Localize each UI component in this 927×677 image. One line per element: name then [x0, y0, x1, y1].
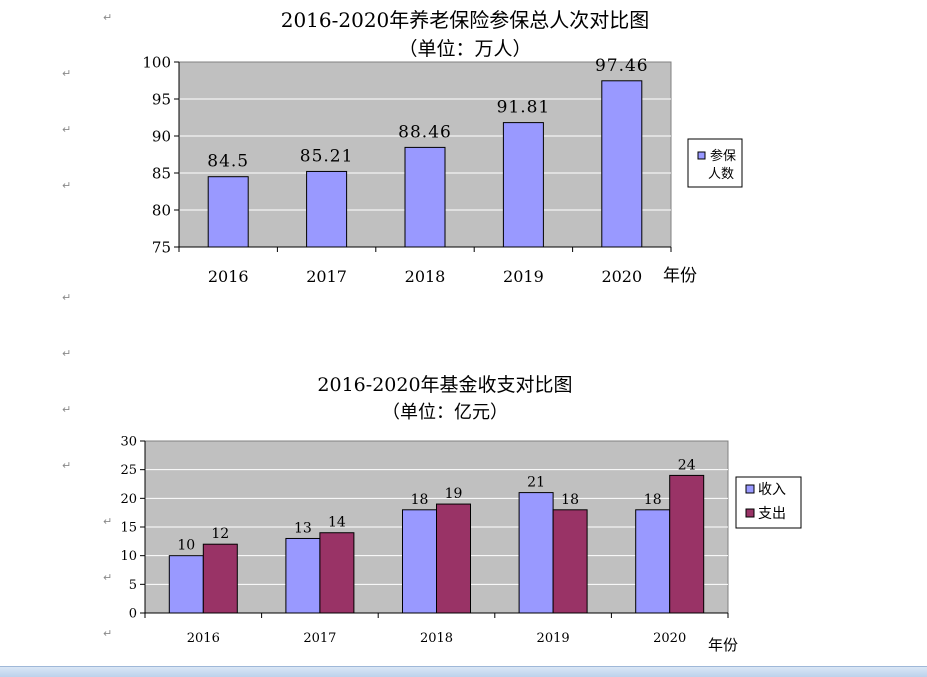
data-label: 18 — [644, 492, 662, 508]
bar-2019-0 — [518, 492, 554, 614]
bar-2020-0 — [601, 80, 643, 248]
bar-2016-0 — [207, 176, 249, 248]
data-label: 19 — [445, 486, 463, 502]
bar-2017-0 — [306, 170, 348, 248]
data-label: 18 — [411, 492, 429, 508]
data-label: 97.46 — [595, 56, 649, 76]
bar-2017-0 — [285, 537, 321, 614]
y-tick-label: 100 — [142, 53, 171, 71]
chart-subtitle: （单位：万人） — [398, 38, 532, 60]
data-label: 13 — [294, 520, 312, 536]
x-tick-label: 2019 — [503, 267, 544, 286]
paragraph-mark: ↵ — [62, 347, 72, 360]
x-axis-unit-label: 年份 — [663, 266, 697, 286]
legend-label: 人数 — [708, 167, 734, 182]
bar-2018-1 — [436, 503, 471, 614]
bar-2020-1 — [669, 474, 705, 614]
y-tick-label: 0 — [129, 607, 137, 622]
y-tick-label: 20 — [120, 492, 137, 507]
paragraph-mark: ↵ — [62, 123, 72, 136]
window-bottom-bar — [0, 666, 927, 677]
data-label: 21 — [527, 475, 545, 491]
bar-2018-0 — [402, 509, 437, 614]
data-label: 14 — [328, 515, 346, 531]
data-label: 24 — [678, 457, 696, 473]
y-tick-label: 10 — [120, 549, 137, 564]
x-tick-label: 2020 — [653, 631, 686, 646]
paragraph-mark: ↵ — [62, 291, 72, 304]
paragraph-mark: ↵ — [62, 67, 72, 80]
legend-swatch — [697, 151, 706, 160]
data-label: 85.21 — [300, 146, 354, 166]
data-label: 88.46 — [398, 122, 452, 142]
y-tick-label: 15 — [120, 521, 137, 536]
chart-title: 2016-2020年养老保险参保总人次对比图 — [280, 8, 650, 32]
legend-label: 参保 — [710, 148, 736, 164]
legend-label: 收入 — [758, 482, 786, 498]
x-tick-label: 2018 — [405, 267, 446, 286]
bar-2016-1 — [202, 543, 238, 614]
data-label: 18 — [561, 492, 579, 508]
chart-subtitle: （单位：亿元） — [382, 402, 508, 423]
bar-2020-0 — [635, 509, 671, 614]
x-tick-label: 2016 — [187, 631, 220, 646]
x-tick-label: 2018 — [420, 631, 453, 646]
data-label: 91.81 — [497, 98, 551, 118]
x-tick-label: 2016 — [208, 267, 249, 286]
data-label: 12 — [211, 526, 229, 542]
bar-2018-0 — [404, 146, 446, 248]
data-label: 84.5 — [207, 152, 249, 172]
y-tick-label: 95 — [152, 90, 171, 108]
legend-label: 支出 — [758, 506, 786, 522]
paragraph-mark: ↵ — [62, 403, 72, 416]
y-tick-label: 75 — [152, 238, 171, 256]
x-tick-label: 2019 — [537, 631, 570, 646]
paragraph-mark: ↵ — [103, 627, 113, 640]
bar-2019-1 — [552, 509, 588, 614]
y-tick-label: 90 — [152, 127, 171, 145]
paragraph-mark: ↵ — [62, 179, 72, 192]
paragraph-mark: ↵ — [103, 11, 113, 24]
bar-2016-0 — [168, 555, 204, 614]
y-tick-label: 85 — [152, 164, 171, 182]
x-tick-label: 2020 — [601, 267, 642, 286]
legend-box — [687, 138, 743, 188]
x-tick-label: 2017 — [306, 267, 347, 286]
y-tick-label: 5 — [129, 578, 137, 593]
x-tick-label: 2017 — [303, 631, 336, 646]
paragraph-mark: ↵ — [103, 515, 113, 528]
data-label: 10 — [177, 538, 195, 554]
y-tick-label: 25 — [120, 463, 137, 478]
legend-swatch — [745, 508, 755, 518]
y-tick-label: 30 — [120, 435, 137, 450]
y-tick-label: 80 — [152, 201, 171, 219]
x-axis-unit-label: 年份 — [708, 636, 738, 654]
paragraph-mark: ↵ — [62, 459, 72, 472]
legend-swatch — [745, 484, 755, 494]
bar-2017-1 — [319, 532, 355, 614]
paragraph-mark: ↵ — [103, 571, 113, 584]
chart-title: 2016-2020年基金收支对比图 — [317, 374, 573, 396]
bar-2019-0 — [502, 122, 544, 248]
